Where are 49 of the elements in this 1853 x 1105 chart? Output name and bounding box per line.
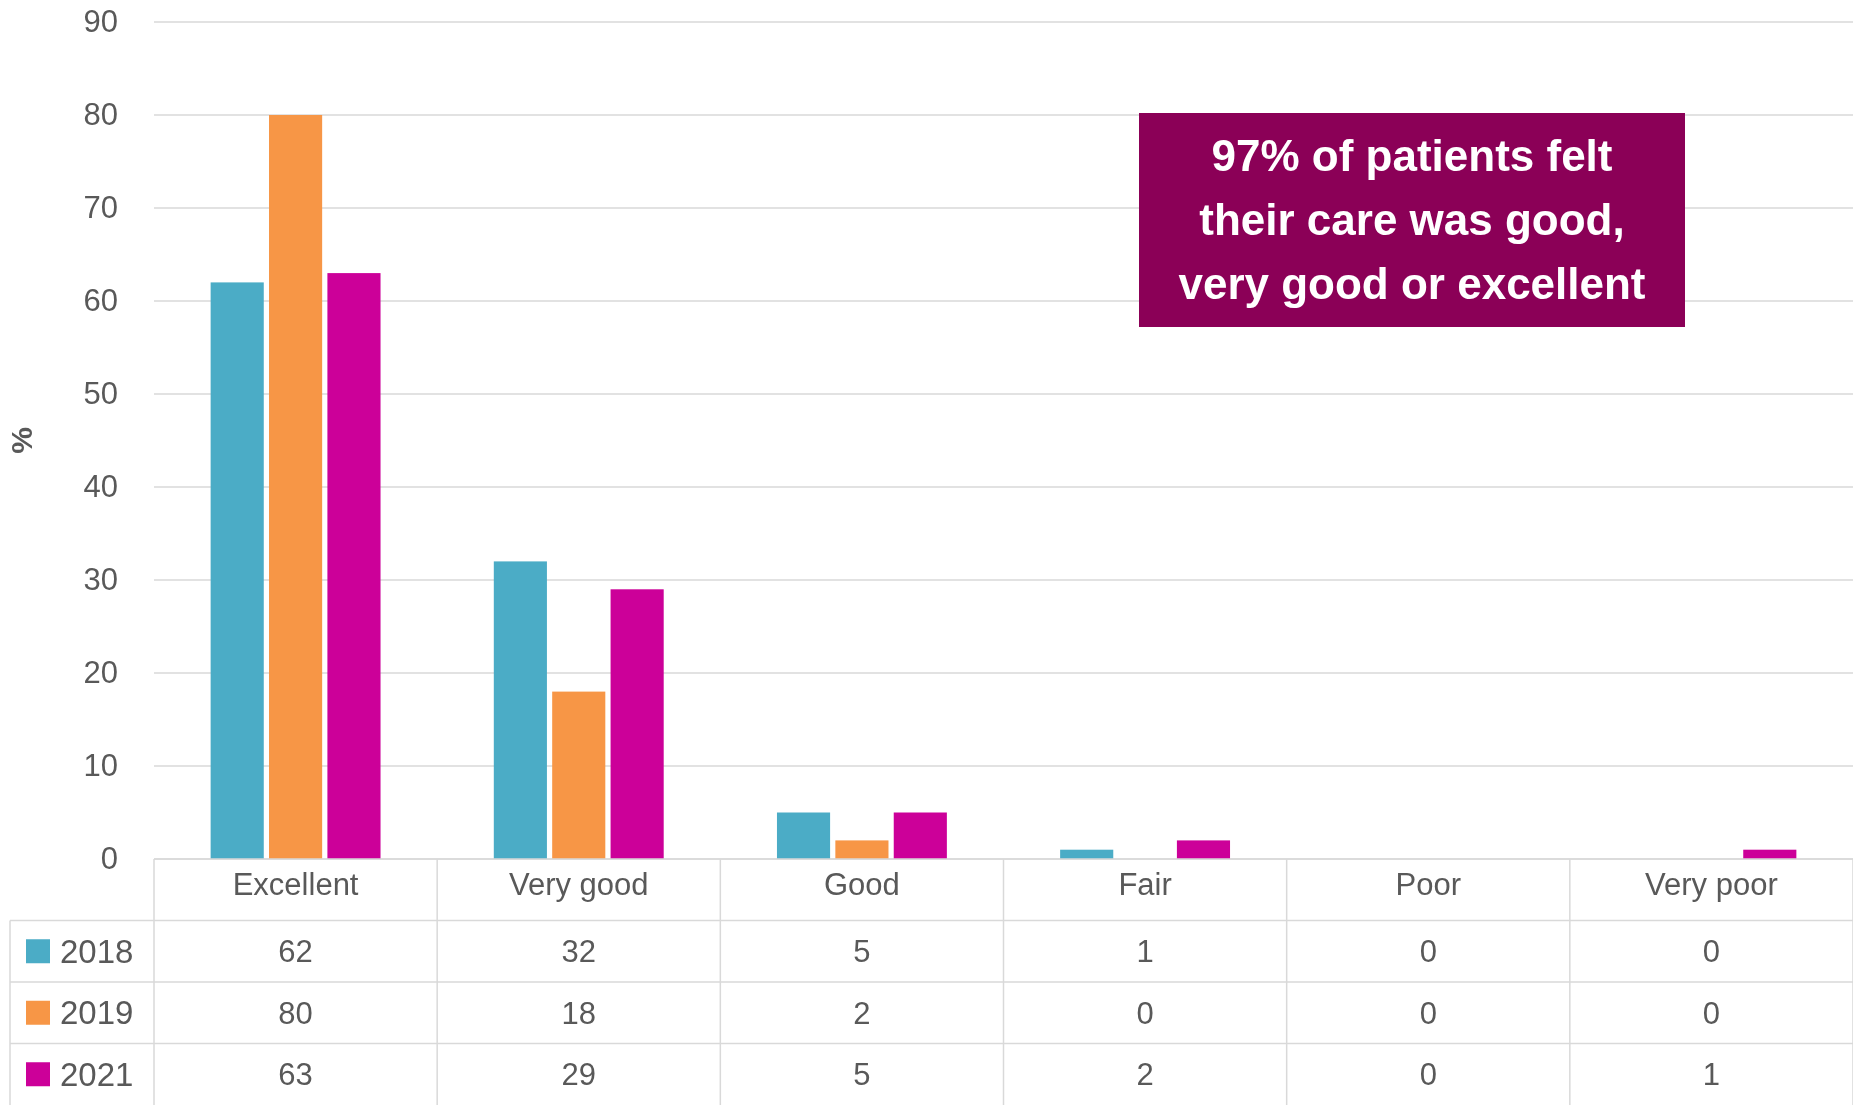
y-tick-label: 20 (83, 655, 118, 691)
bar (835, 840, 889, 859)
bar (210, 282, 264, 859)
y-tick-label: 50 (83, 376, 118, 412)
x-tick-label: Very good (508, 867, 649, 903)
data-label: 62 (278, 934, 313, 970)
data-label: 29 (561, 1057, 596, 1093)
y-tick-label: 90 (83, 4, 118, 40)
bar (1176, 840, 1231, 859)
y-tick-label: 10 (83, 748, 118, 784)
data-label: 2 (853, 995, 871, 1031)
y-tick-label: 80 (83, 97, 118, 133)
data-label: 5 (853, 934, 871, 970)
x-tick-label: Good (823, 867, 900, 903)
bar (327, 273, 381, 859)
data-label: 0 (1136, 995, 1154, 1031)
data-label: 0 (1419, 1057, 1437, 1093)
x-tick-label: Very poor (1645, 867, 1778, 903)
legend-label: 2021 (60, 1055, 134, 1093)
data-label: 5 (853, 1057, 871, 1093)
y-tick-label: 30 (83, 562, 118, 598)
x-tick-label: Excellent (232, 867, 359, 903)
data-label: 18 (561, 995, 596, 1031)
data-label: 0 (1702, 995, 1721, 1031)
bar (893, 812, 947, 859)
y-tick-label: 60 (83, 283, 118, 319)
data-label: 0 (1419, 934, 1437, 970)
y-tick-label: 70 (83, 190, 118, 226)
bar (776, 812, 831, 859)
data-label: 32 (561, 934, 596, 970)
x-tick-label: Fair (1118, 867, 1172, 903)
bar (552, 691, 606, 859)
x-tick-label: Poor (1395, 867, 1461, 903)
y-tick-label: 0 (100, 841, 118, 877)
y-tick-label: 40 (83, 469, 118, 505)
data-label: 80 (278, 995, 313, 1031)
data-label: 1 (1136, 934, 1154, 970)
annotation: 97% of patients felt their care was good, very good or excellent (1178, 131, 1646, 309)
legend-label: 2018 (60, 932, 134, 970)
bar (610, 589, 664, 859)
bar (269, 115, 323, 859)
bar (493, 561, 547, 859)
data-label: 63 (278, 1057, 313, 1093)
data-label: 0 (1419, 995, 1437, 1031)
legend-label: 2019 (60, 994, 134, 1032)
data-label: 2 (1136, 1057, 1154, 1093)
y-axis-title: % (5, 427, 38, 454)
data-label: 1 (1702, 1057, 1721, 1093)
data-label: 0 (1702, 934, 1721, 970)
